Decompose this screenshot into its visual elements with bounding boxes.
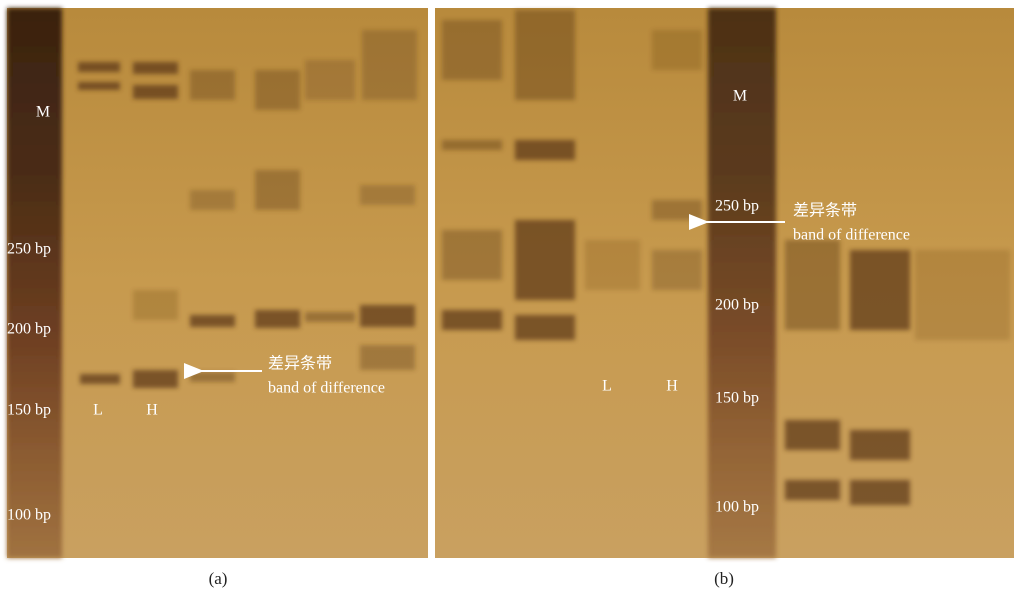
lane-label: L <box>602 378 612 395</box>
lane-label: H <box>146 402 158 419</box>
marker-label: M <box>36 104 50 121</box>
marker-lane <box>7 8 62 558</box>
size-label: 150 bp <box>715 390 759 407</box>
annotation: 差异条带 <box>793 202 857 220</box>
size-label: 250 bp <box>715 198 759 215</box>
size-label: 250 bp <box>7 241 51 258</box>
size-label: 200 bp <box>715 297 759 314</box>
gel-bands <box>78 30 417 388</box>
size-label: 200 bp <box>7 321 51 338</box>
caption: (b) <box>714 569 734 588</box>
lane-label: H <box>666 378 678 395</box>
panel-b: M 250 bp 200 bp 150 bp 100 bp L H 差异条带 b… <box>435 8 1014 588</box>
marker-label: M <box>733 88 747 105</box>
caption: (a) <box>209 569 228 588</box>
size-label: 100 bp <box>7 507 51 524</box>
gel-bands <box>442 10 1010 505</box>
marker-lane <box>708 8 776 558</box>
size-label: 100 bp <box>715 499 759 516</box>
size-label: 150 bp <box>7 402 51 419</box>
annotation: band of difference <box>268 380 385 397</box>
lane-label: L <box>93 402 103 419</box>
annotation: 差异条带 <box>268 355 332 373</box>
panel-a: M 250 bp 200 bp 150 bp 100 bp L H 差异条带 b… <box>7 8 428 588</box>
annotation: band of difference <box>793 227 910 244</box>
